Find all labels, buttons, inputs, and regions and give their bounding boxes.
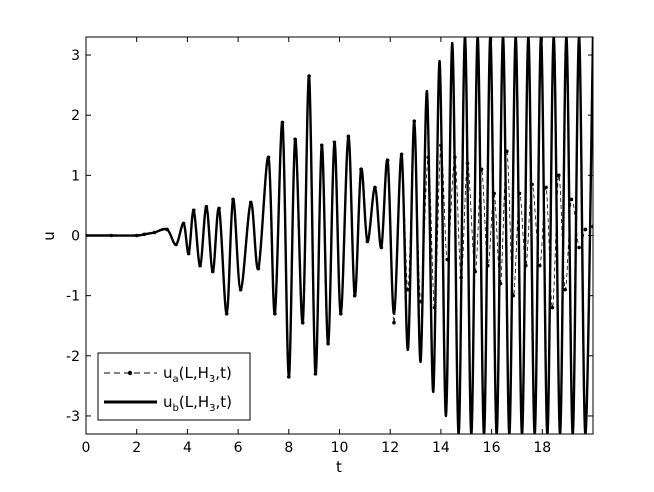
x-tick-label: 2 xyxy=(132,440,141,456)
y-tick-label: -3 xyxy=(66,409,80,425)
y-tick-label: 1 xyxy=(71,168,80,184)
x-tick-label: 18 xyxy=(533,440,551,456)
x-tick-label: 10 xyxy=(331,440,349,456)
x-tick-label: 6 xyxy=(234,440,243,456)
x-tick-label: 4 xyxy=(183,440,192,456)
x-tick-label: 14 xyxy=(432,440,450,456)
series-line-ub xyxy=(86,37,593,434)
y-tick-label: 3 xyxy=(71,48,80,64)
series-marker-ua xyxy=(392,320,396,325)
legend-label-ub: ub(L,H3,t) xyxy=(163,393,232,414)
x-tick-label: 0 xyxy=(82,440,91,456)
legend-label-ua: ua(L,H3,t) xyxy=(163,364,232,385)
y-tick-label: 2 xyxy=(71,108,80,124)
y-tick-label: -1 xyxy=(66,289,80,305)
legend-marker-ua xyxy=(127,370,133,376)
x-tick-label: 12 xyxy=(381,440,399,456)
series-marker-ua xyxy=(569,197,574,202)
series-marker-ua xyxy=(563,287,567,292)
legend-box xyxy=(97,352,251,421)
series-layer xyxy=(86,37,593,434)
series-marker-ua xyxy=(583,227,588,232)
y-axis-label: u xyxy=(40,231,58,241)
series-marker-ua xyxy=(537,263,542,268)
series-marker-ua xyxy=(550,305,555,310)
legend: ua(L,H3,t) ub(L,H3,t) xyxy=(97,352,251,421)
series-marker-ua xyxy=(556,173,561,178)
y-tick-label: -2 xyxy=(66,349,80,365)
series-marker-ua xyxy=(577,245,581,250)
series-marker-ua xyxy=(591,224,593,229)
y-tick-label: 0 xyxy=(71,229,80,245)
x-tick-label: 16 xyxy=(483,440,501,456)
series-marker-ua xyxy=(544,185,548,190)
x-tick-label: 8 xyxy=(284,440,293,456)
x-axis-label: t xyxy=(336,458,342,476)
